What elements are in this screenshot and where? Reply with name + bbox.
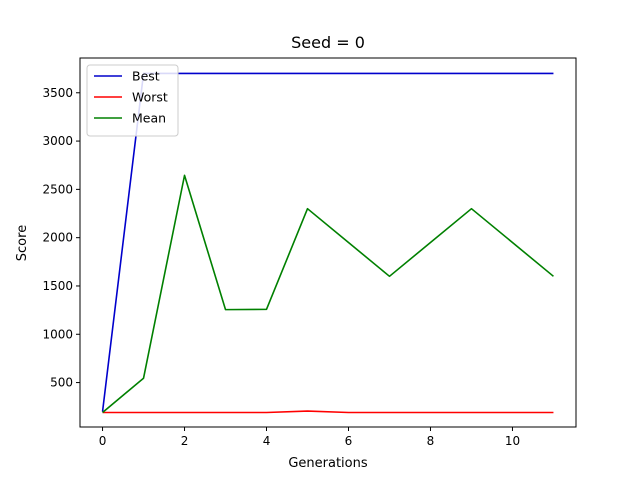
y-tick-label: 2000 [42, 231, 73, 245]
legend-label: Worst [132, 90, 168, 105]
x-tick-label: 10 [505, 434, 520, 448]
y-tick-label: 1000 [42, 327, 73, 341]
series-line-mean [102, 174, 554, 414]
x-tick-label: 2 [181, 434, 189, 448]
chart-title: Seed = 0 [291, 33, 365, 52]
y-tick-label: 1500 [42, 279, 73, 293]
x-tick-label: 0 [99, 434, 107, 448]
y-axis-label: Score [15, 225, 30, 261]
x-tick-label: 8 [427, 434, 435, 448]
y-tick-label: 2500 [42, 182, 73, 196]
axes: 0 2 4 6 8 10 500 1000 1500 2000 2500 3000 3500 [42, 57, 577, 448]
series-line-worst [102, 410, 554, 414]
x-axis-label: Generations [288, 456, 368, 471]
x-tick-label: 6 [345, 434, 353, 448]
plot-frame [79, 57, 577, 428]
legend: Best Worst Mean [86, 64, 179, 137]
x-tick-label: 4 [263, 434, 271, 448]
y-tick-label: 3500 [42, 86, 73, 100]
legend-label: Mean [132, 111, 166, 126]
y-tick-label: 3000 [42, 134, 73, 148]
legend-label: Best [132, 69, 160, 84]
y-tick-label: 500 [50, 376, 73, 390]
